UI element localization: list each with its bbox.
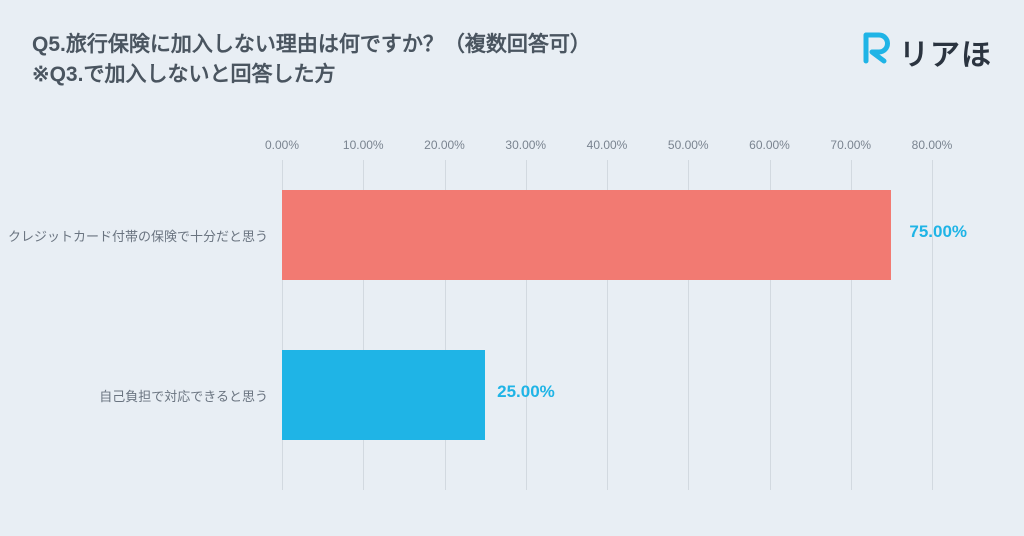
x-tick-label: 30.00% — [505, 138, 546, 152]
title-line-2: ※Q3.で加入しないと回答した方 — [32, 60, 591, 90]
bar — [282, 190, 891, 280]
grid-line — [932, 160, 933, 490]
logo-mark-icon — [859, 31, 893, 74]
header: Q5.旅行保険に加入しない理由は何ですか？（複数回答可） ※Q3.で加入しないと… — [32, 30, 992, 91]
x-tick-label: 40.00% — [587, 138, 628, 152]
bar-row: クレジットカード付帯の保険で十分だと思う75.00% — [282, 190, 932, 280]
x-tick-label: 50.00% — [668, 138, 709, 152]
category-label: 自己負担で対応できると思う — [99, 386, 282, 405]
bar-row: 自己負担で対応できると思う25.00% — [282, 350, 932, 440]
title-block: Q5.旅行保険に加入しない理由は何ですか？（複数回答可） ※Q3.で加入しないと… — [32, 30, 591, 91]
logo-text: リアほ — [899, 30, 992, 74]
x-tick-label: 20.00% — [424, 138, 465, 152]
value-label: 25.00% — [497, 382, 555, 402]
value-label: 75.00% — [909, 222, 967, 242]
plot-area: 0.00%10.00%20.00%30.00%40.00%50.00%60.00… — [282, 160, 932, 490]
x-tick-label: 60.00% — [749, 138, 790, 152]
x-tick-label: 80.00% — [912, 138, 953, 152]
bar — [282, 350, 485, 440]
x-tick-label: 10.00% — [343, 138, 384, 152]
category-label: クレジットカード付帯の保険で十分だと思う — [8, 226, 282, 245]
brand-logo: リアほ — [859, 30, 992, 74]
x-tick-label: 0.00% — [265, 138, 299, 152]
title-line-1: Q5.旅行保険に加入しない理由は何ですか？（複数回答可） — [32, 30, 591, 60]
x-tick-label: 70.00% — [830, 138, 871, 152]
